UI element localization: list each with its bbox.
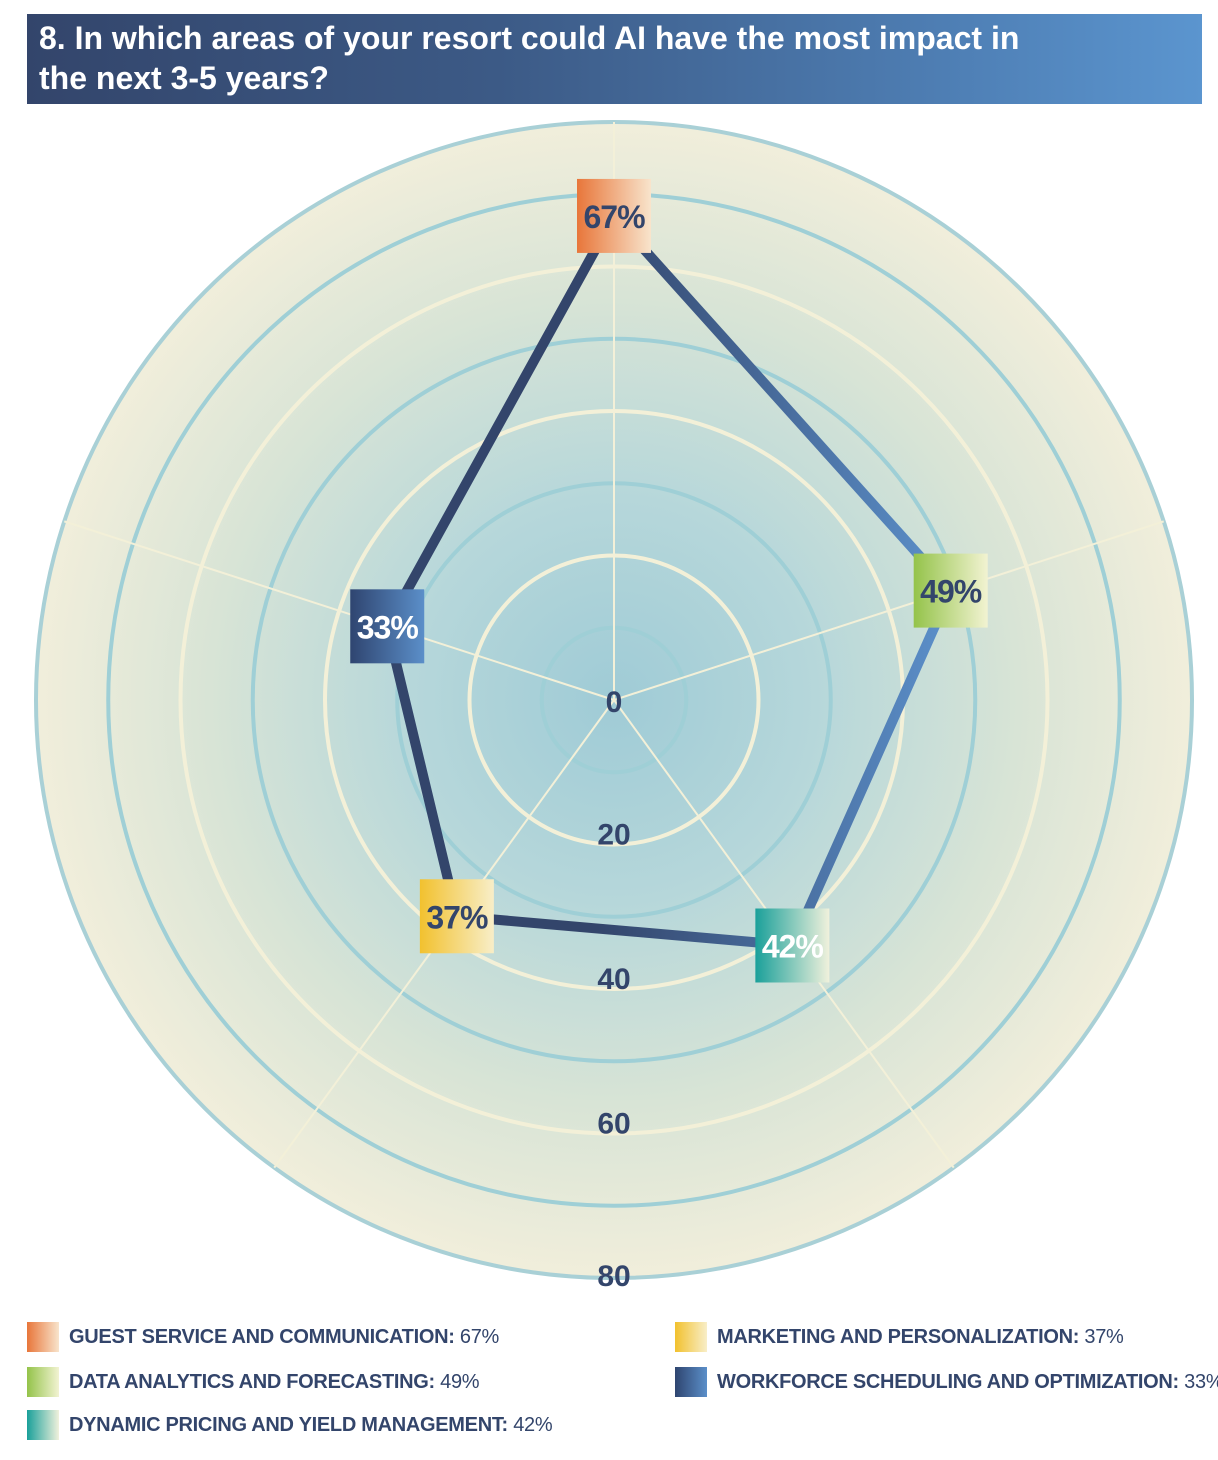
data-label-text: 37% (426, 899, 488, 935)
chart-title: 8. In which areas of your resort could A… (39, 20, 1020, 96)
radial-tick-label: 80 (597, 1260, 630, 1293)
data-label-box (755, 908, 830, 983)
legend-swatch (27, 1410, 59, 1440)
data-label-pricing: 42% (755, 908, 830, 983)
data-label-marketing: 37% (419, 879, 494, 954)
legend-label: DATA ANALYTICS AND FORECASTING: (69, 1370, 435, 1393)
grid-spoke (613, 520, 1165, 701)
legend-label: DYNAMIC PRICING AND YIELD MANAGEMENT: (69, 1413, 508, 1436)
legend-item-data-analytics: DATA ANALYTICS AND FORECASTING: 49% (27, 1367, 480, 1397)
legend-label: WORKFORCE SCHEDULING AND OPTIMIZATION: (717, 1370, 1179, 1393)
legend-item-workforce: WORKFORCE SCHEDULING AND OPTIMIZATION: 3… (675, 1367, 1218, 1397)
data-label-text: 42% (762, 928, 824, 964)
legend-label: GUEST SERVICE AND COMMUNICATION: (69, 1325, 455, 1348)
radial-tick-label: 60 (597, 1108, 630, 1141)
legend-item-dynamic-pricing: DYNAMIC PRICING AND YIELD MANAGEMENT: 42… (27, 1410, 553, 1440)
legend-value: 33% (1184, 1370, 1218, 1393)
grid-spoke (63, 520, 615, 701)
data-label-box (350, 589, 425, 664)
legend-value: 49% (440, 1370, 480, 1393)
legend-item-guest-service: GUEST SERVICE AND COMMUNICATION: 67% (27, 1322, 499, 1352)
title-bar: 8. In which areas of your resort could A… (27, 14, 1202, 104)
data-label-text: 49% (920, 574, 982, 610)
data-label-data: 49% (913, 553, 988, 628)
legend-swatch (27, 1322, 59, 1352)
radial-tick-label: 20 (597, 819, 630, 852)
data-label-text: 33% (357, 609, 419, 645)
data-label-text: 67% (583, 199, 645, 235)
legend-label: MARKETING AND PERSONALIZATION: (717, 1325, 1080, 1348)
radial-tick-label: 0 (606, 686, 623, 719)
data-label-box (577, 178, 651, 253)
legend-item-marketing: MARKETING AND PERSONALIZATION: 37% (675, 1322, 1124, 1352)
legend-value: 67% (459, 1325, 500, 1348)
radar-chart: 0 20 40 60 80 67% 49% 42% 37% 33% (34, 120, 1194, 1293)
data-label-guest: 67% (577, 178, 651, 253)
legend-swatch (675, 1367, 707, 1397)
radial-tick-label: 40 (597, 963, 630, 996)
legend-value: 37% (1084, 1325, 1124, 1348)
legend-value: 42% (513, 1413, 553, 1436)
legend-swatch (27, 1367, 59, 1397)
data-label-box (419, 879, 494, 954)
data-series-line (381, 207, 957, 951)
legend-swatch (675, 1322, 707, 1352)
data-label-box (913, 553, 988, 628)
data-label-workforce: 33% (350, 589, 425, 664)
